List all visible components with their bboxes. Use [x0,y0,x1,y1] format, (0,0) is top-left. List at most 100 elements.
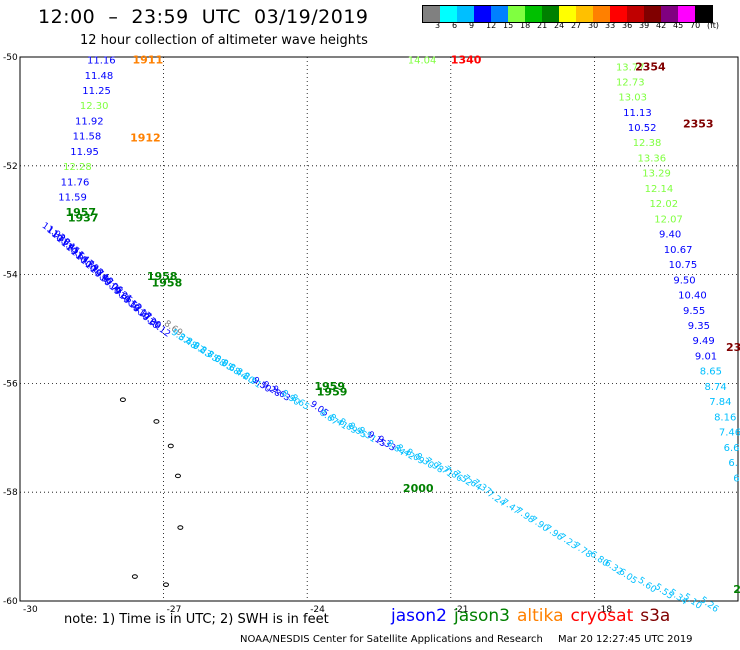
wave-height-label: 12.73 [616,77,645,88]
wave-height-label: 6. [728,458,738,469]
island-outline [162,582,169,587]
units-note: note: 1) Time is in UTC; 2) SWH is in fe… [64,612,329,627]
wave-height-label: 11.13 [623,108,652,119]
colorbar-swatch [542,6,559,22]
wave-height-label: 9.35 [688,321,710,332]
map-title: 12:00 – 23:59 UTC 03/19/2019 [38,6,369,28]
longitude-label: -18 [597,605,612,615]
pass-time-label: 1911 [132,54,163,67]
colorbar-tick-label: 45 [673,21,684,30]
wave-height-label: 12.30 [80,101,109,112]
colorbar-swatch [678,6,695,22]
wave-height-label: 6.05 [617,567,639,587]
wave-height-label: 6.6 [724,443,740,454]
wave-height-label: 13.36 [637,153,666,164]
wave-height-label: 9.01 [695,351,717,362]
wave-height-label: 7.84 [709,397,731,408]
pass-time-label: 1959 [314,380,345,393]
latitude-label: -60 [3,597,18,607]
colorbar-tick-label: 6 [452,21,458,30]
wave-height-label: 6 [733,473,739,484]
colorbar-swatch [576,6,593,22]
colorbar-swatch [457,6,474,22]
wave-height-label: 9.49 [693,336,715,347]
wave-height-label: 13.03 [618,93,647,104]
wave-height-label: 8.65 [700,367,722,378]
longitude-label: -30 [23,605,38,615]
wave-height-label: 11.48 [85,71,114,82]
pass-time-label: 1937 [68,211,99,224]
island-outline [177,525,184,530]
pass-time-label: 1957 [65,206,96,219]
colorbar-tick-label: 33 [605,21,616,30]
wave-height-label: 9.55 [683,306,705,317]
colorbar-tick-label: 42 [656,21,667,30]
latitude-label: -56 [3,379,18,389]
colorbar-swatch [559,6,576,22]
wave-height-label: 9.40 [659,230,681,241]
colorbar-swatch [593,6,610,22]
colorbar-tick-label: 15 [503,21,514,30]
wave-height-label: 11.76 [61,177,90,188]
wave-height-label: 13.77 [616,63,645,74]
island-outline [167,443,174,449]
wave-height-label: 12.02 [649,199,678,210]
pass-time-label: 2354 [635,61,666,74]
colorbar-tick-label: (ft) [707,21,720,30]
pass-time-label: 23 [726,341,740,354]
legend-cryosat: cryosat [570,606,634,626]
wave-height-label: 12.14 [645,184,674,195]
wave-height-label: 11.92 [75,116,104,127]
latitude-label: -58 [3,488,18,498]
legend-altika: altika [517,606,564,626]
colorbar-tick-label: 36 [622,21,633,30]
generated-timestamp: Mar 20 12:27:45 UTC 2019 [558,634,693,645]
longitude-label: -24 [310,605,325,615]
wave-height-label: 5.26 [698,595,720,615]
colorbar-swatch [525,6,542,22]
wave-height-label: 11.58 [73,132,102,143]
wave-height-colorbar [422,5,713,23]
colorbar-swatch [440,6,457,22]
wave-height-label: 10.67 [664,245,693,256]
map-subtitle: 12 hour collection of altimeter wave hei… [80,33,368,48]
longitude-label: -27 [167,605,182,615]
colorbar-tick-label: 9 [469,21,475,30]
latitude-label: -52 [3,162,18,172]
wave-height-label: 10.75 [669,260,698,271]
pass-time-label: 2 [733,583,740,596]
pass-time-label: 1912 [130,131,161,144]
latitude-label: -54 [3,271,18,281]
map-frame [19,56,739,602]
island-outline [131,574,138,579]
wave-height-label: 12.07 [654,214,683,225]
legend-jason2: jason2 [391,606,447,626]
colorbar-labels: 3 6 9 12 15 18 21 24 27 30 33 36 39 42 45 70 (ft) [422,21,740,33]
wave-height-label: 8.74 [704,382,726,393]
colorbar-swatch [423,6,440,22]
colorbar-tick-label: 3 [435,21,441,30]
island-outline [119,397,126,403]
wave-height-label: 8.16 [714,412,736,423]
colorbar-swatch [644,6,661,22]
wave-height-label: 7.46 [719,428,740,439]
colorbar-swatch [508,6,525,22]
latitude-label: -50 [3,53,18,63]
colorbar-tick-label: 70 [690,21,701,30]
colorbar-swatch [627,6,644,22]
colorbar-tick-label: 21 [537,21,548,30]
island-outline [174,473,181,479]
wave-height-label: 14.04 [408,56,437,67]
wave-height-label: 12.28 [63,162,92,173]
longitude-label: -21 [454,605,469,615]
island-outline [153,419,160,424]
wave-height-label: 11.16 [87,56,116,67]
pass-time-label: 1340 [451,54,482,67]
wave-height-label: 12.38 [633,138,662,149]
colorbar-swatch [474,6,491,22]
credit-line: NOAA/NESDIS Center for Satellite Applica… [240,634,693,645]
colorbar-swatch [491,6,508,22]
legend-s3a: s3a [640,606,671,626]
colorbar-tick-label: 27 [571,21,582,30]
